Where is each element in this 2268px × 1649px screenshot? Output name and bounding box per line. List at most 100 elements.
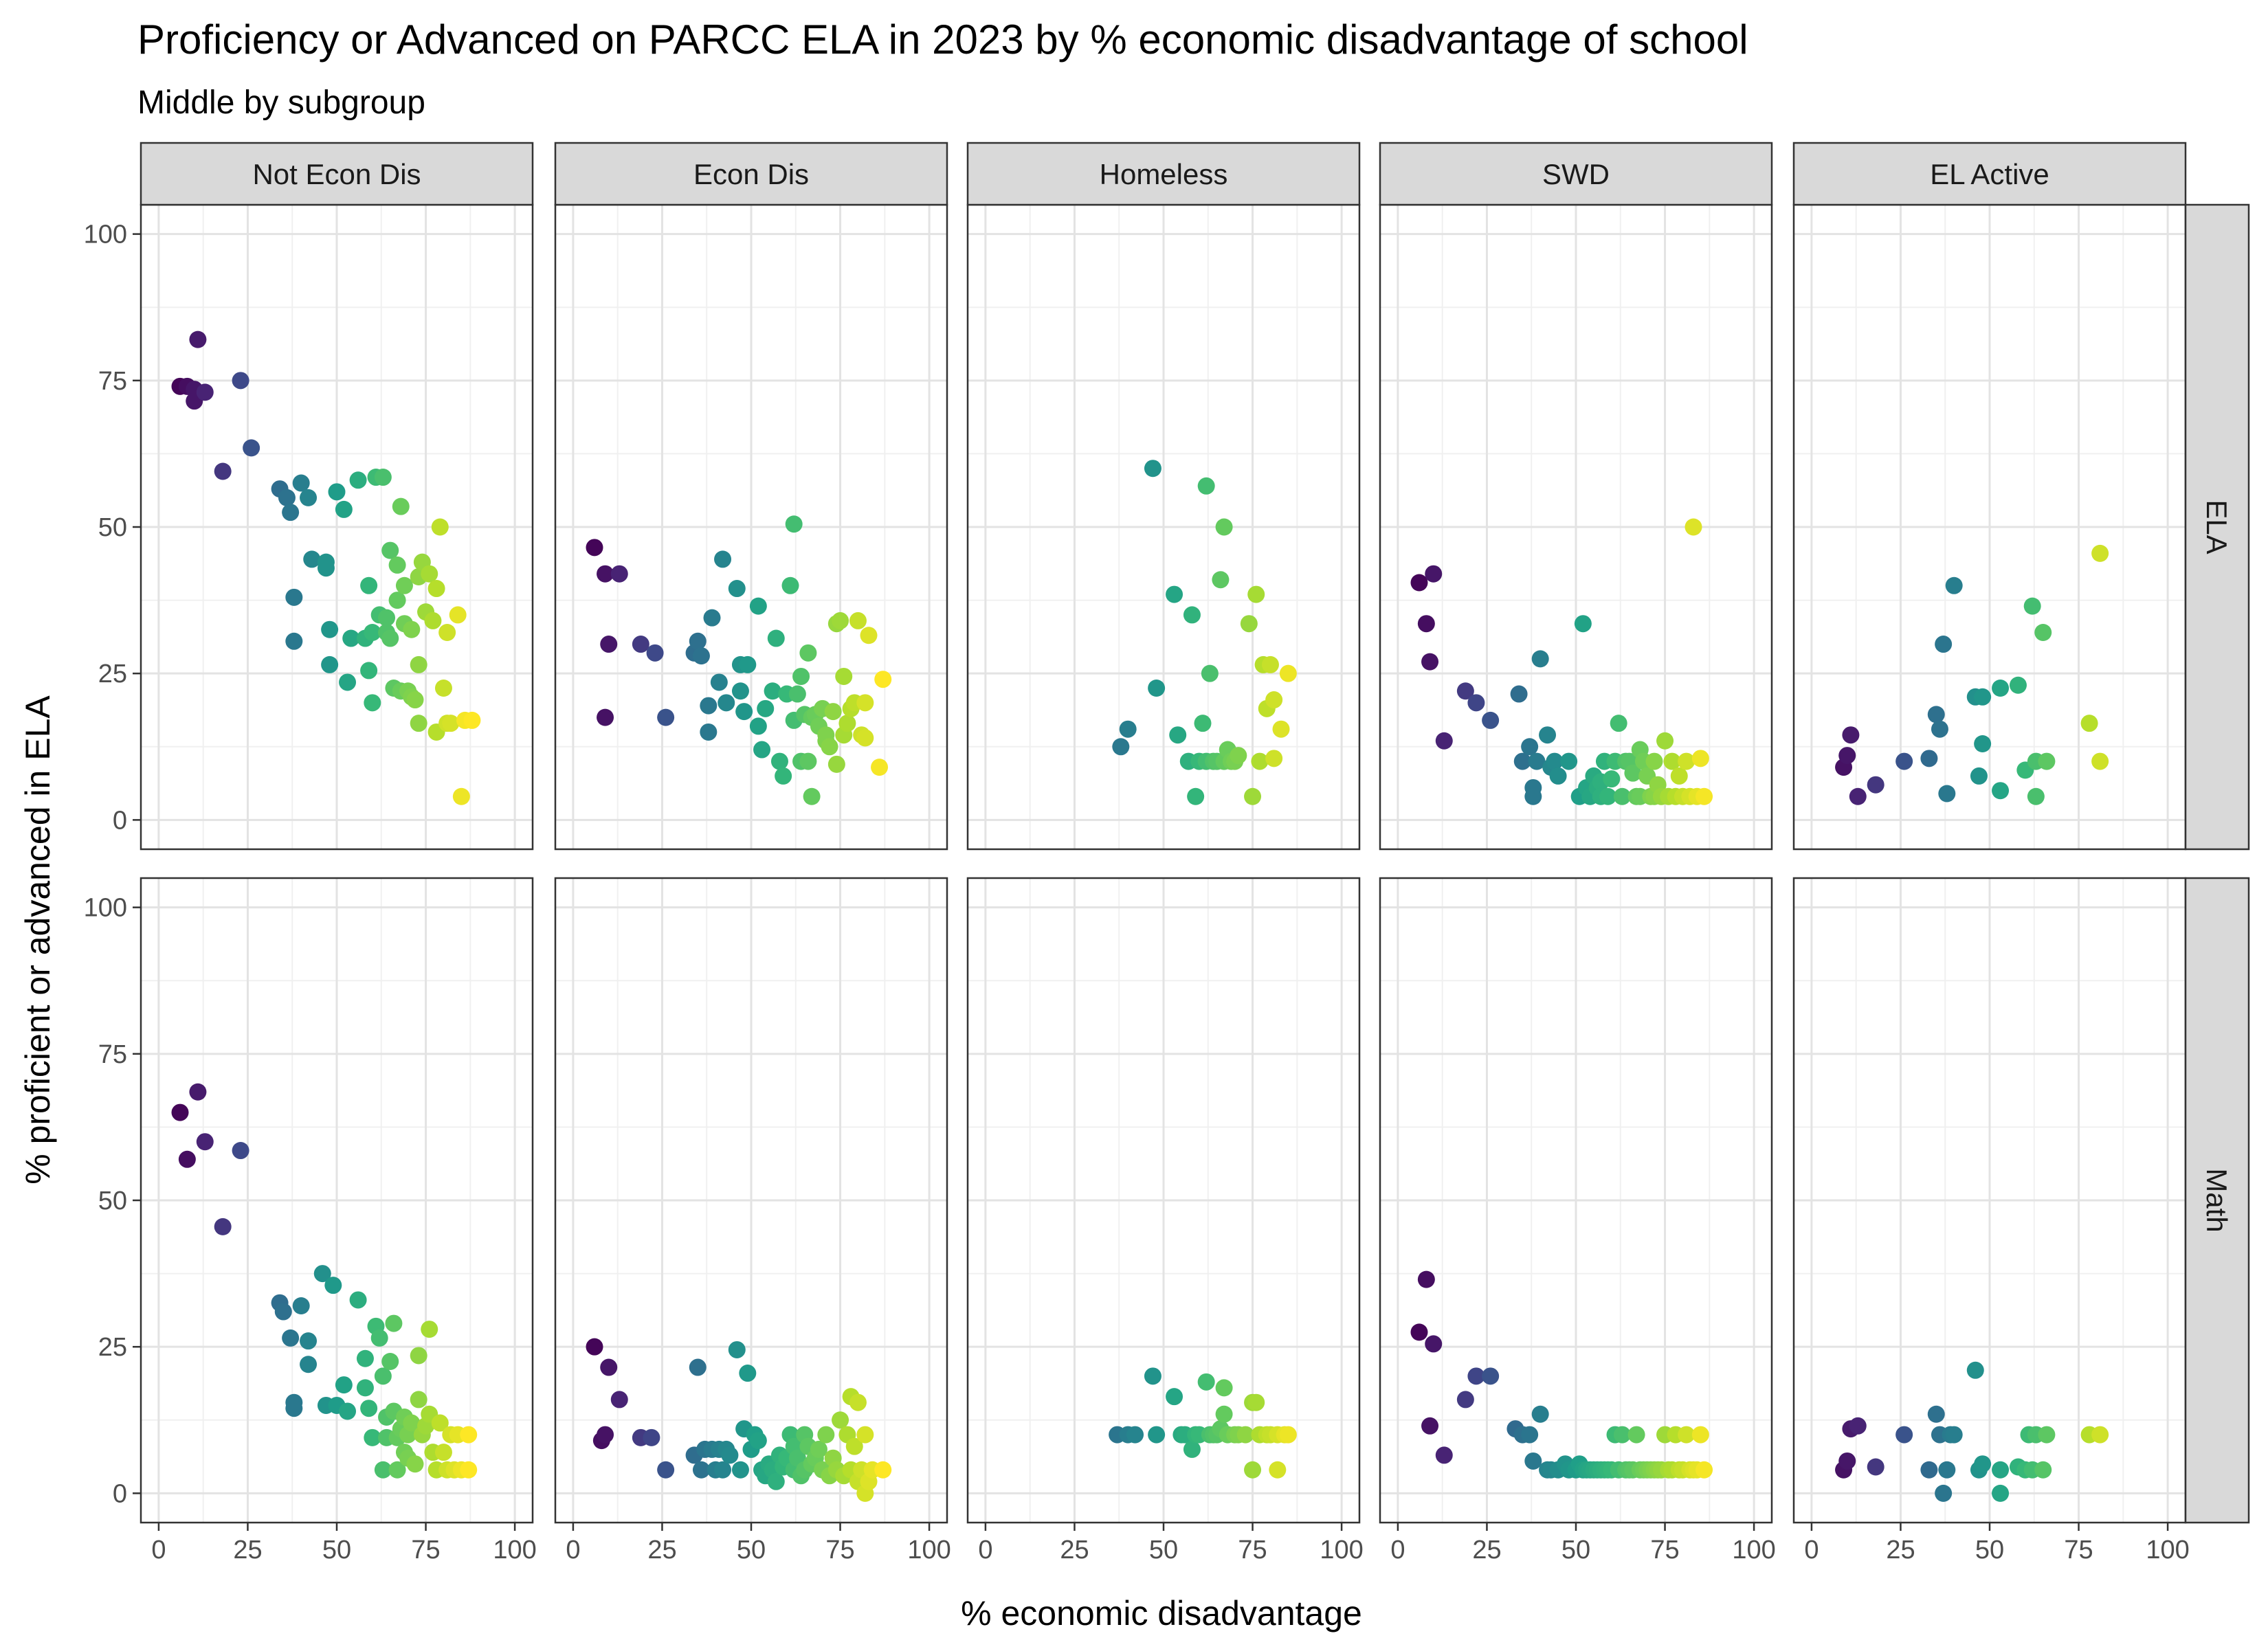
x-tick-label: 25 <box>1886 1536 1915 1564</box>
data-point <box>810 1440 827 1458</box>
data-point <box>728 580 746 598</box>
data-point <box>378 609 396 627</box>
data-point <box>1467 1367 1485 1385</box>
data-point <box>1230 747 1247 765</box>
facet-strip-row <box>2184 877 2250 1524</box>
data-point <box>196 1133 214 1151</box>
data-point <box>339 673 357 691</box>
panel-math-3 <box>1379 877 1773 1524</box>
data-point <box>1927 1405 1945 1423</box>
data-point <box>282 1329 300 1347</box>
data-point <box>1482 711 1500 729</box>
data-point <box>657 1461 675 1479</box>
data-point <box>832 1411 849 1429</box>
data-point <box>731 682 749 700</box>
data-point <box>282 504 300 521</box>
data-point <box>381 629 399 647</box>
x-tick-label: 0 <box>1804 1536 1819 1564</box>
panel-math-4 <box>1792 877 2187 1524</box>
data-point <box>438 623 456 641</box>
data-point <box>600 636 618 653</box>
data-point <box>692 647 710 665</box>
data-point <box>1513 752 1531 770</box>
data-point <box>2034 1461 2052 1479</box>
data-point <box>388 556 406 574</box>
data-point <box>788 685 806 703</box>
data-point <box>243 439 260 457</box>
y-tick-label: 25 <box>98 1333 127 1362</box>
data-point <box>1482 1367 1500 1385</box>
data-point <box>1524 1452 1542 1470</box>
data-point <box>817 1426 835 1444</box>
data-point <box>292 474 310 492</box>
data-point <box>313 1265 331 1283</box>
data-point <box>1265 691 1283 709</box>
data-point <box>463 711 481 729</box>
data-point <box>1920 750 1938 767</box>
panel-math-1 <box>554 877 948 1524</box>
data-point <box>381 1353 399 1370</box>
data-point <box>303 550 321 568</box>
data-point <box>785 515 803 533</box>
x-tick-label: 0 <box>151 1536 166 1564</box>
data-point <box>1265 750 1283 767</box>
data-point <box>364 623 381 641</box>
data-point <box>1849 1417 1867 1435</box>
data-point <box>1410 1323 1428 1341</box>
data-point <box>731 1461 749 1479</box>
data-point <box>1938 785 1956 803</box>
data-point <box>1992 782 2010 800</box>
data-point <box>1920 1461 1938 1479</box>
y-tick-label: 25 <box>98 660 127 688</box>
y-tick-label: 50 <box>98 513 127 542</box>
x-tick-label: 100 <box>493 1536 536 1564</box>
data-point <box>1215 1405 1233 1423</box>
data-point <box>1935 1484 1953 1502</box>
data-point <box>749 1432 767 1450</box>
data-point <box>421 565 438 583</box>
data-point <box>1144 1367 1161 1385</box>
facet-strip-row <box>2184 203 2250 851</box>
data-point <box>838 715 856 732</box>
data-point <box>328 483 346 501</box>
data-point <box>1867 776 1885 794</box>
x-tick-label: 50 <box>1561 1536 1590 1564</box>
data-point <box>1215 518 1233 536</box>
data-point <box>1272 720 1290 738</box>
data-point <box>764 682 781 700</box>
data-point <box>292 1297 310 1314</box>
x-tick-label: 50 <box>737 1536 766 1564</box>
data-point <box>385 1314 403 1332</box>
data-point <box>1410 574 1428 592</box>
data-point <box>1197 1373 1215 1391</box>
data-point <box>597 708 614 726</box>
data-point <box>1685 518 1702 536</box>
data-point <box>1895 1426 1913 1444</box>
data-point <box>832 612 849 629</box>
data-point <box>196 383 214 401</box>
data-point <box>718 694 735 712</box>
data-point <box>1247 1393 1265 1411</box>
data-point <box>449 606 467 624</box>
data-point <box>845 1437 863 1455</box>
data-point <box>1148 1426 1166 1444</box>
data-point <box>410 1391 427 1409</box>
panel-ela-3 <box>1379 203 1773 851</box>
data-point <box>285 1400 303 1417</box>
data-point <box>1269 1461 1287 1479</box>
data-point <box>1546 752 1564 770</box>
y-tick-label: 75 <box>98 1040 127 1069</box>
data-point <box>452 787 470 805</box>
data-point <box>2091 1426 2109 1444</box>
data-point <box>1560 752 1578 770</box>
data-point <box>403 620 421 638</box>
data-point <box>1992 680 2010 697</box>
y-axis-title: % proficient or advanced in ELA <box>19 695 57 1185</box>
data-point <box>1599 787 1617 805</box>
facet-label: Homeless <box>1100 158 1228 190</box>
data-point <box>1970 767 1988 785</box>
data-point <box>1696 1461 1713 1479</box>
data-point <box>739 655 757 673</box>
data-point <box>285 632 303 650</box>
